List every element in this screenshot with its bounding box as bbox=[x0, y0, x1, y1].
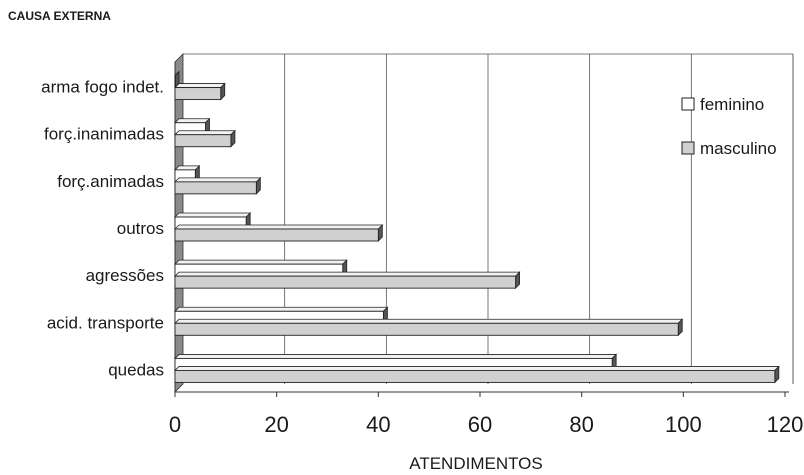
bar-masculino-5-top bbox=[174, 130, 236, 136]
bar-masculino-6-top bbox=[174, 83, 226, 88]
bar-feminino-2-top bbox=[174, 259, 348, 265]
bar-masculino-1 bbox=[174, 322, 679, 336]
bar-feminino-3-top bbox=[174, 212, 252, 218]
bar-masculino-5 bbox=[174, 134, 232, 148]
x-tick-label-3: 60 bbox=[468, 412, 492, 437]
bar-masculino-0-top bbox=[174, 366, 780, 371]
bar-feminino-5-top bbox=[174, 118, 211, 124]
legend-label-feminino: feminino bbox=[700, 95, 764, 114]
x-tick-label-4: 80 bbox=[569, 412, 593, 437]
x-axis-title: ATENDIMENTOS bbox=[409, 454, 543, 473]
legend-label-masculino: masculino bbox=[700, 139, 777, 158]
legend-swatch-feminino bbox=[681, 97, 695, 111]
category-label-5: forç.inanimadas bbox=[44, 125, 164, 144]
bar-masculino-3-top bbox=[174, 224, 384, 230]
x-tick-label-0: 0 bbox=[169, 412, 181, 437]
bar-feminino-1-top bbox=[174, 306, 389, 312]
x-tick-label-2: 40 bbox=[366, 412, 390, 437]
bar-masculino-6 bbox=[174, 87, 222, 101]
category-label-3: outros bbox=[117, 219, 164, 238]
category-label-4: forç.animadas bbox=[57, 172, 164, 191]
category-label-6: arma fogo indet. bbox=[41, 78, 164, 97]
chart-title: CAUSA EXTERNA bbox=[8, 9, 111, 23]
x-tick-label-5: 100 bbox=[665, 412, 702, 437]
bar-feminino-0-top bbox=[174, 354, 618, 359]
bar-masculino-3 bbox=[174, 228, 379, 242]
x-tick-label-6: 120 bbox=[767, 412, 804, 437]
category-label-0: quedas bbox=[108, 360, 164, 379]
category-label-1: acid. transporte bbox=[47, 313, 164, 332]
bar-masculino-0 bbox=[174, 369, 776, 383]
bar-masculino-2 bbox=[174, 275, 517, 289]
bar-masculino-4 bbox=[174, 181, 257, 195]
bar-feminino-6 bbox=[174, 75, 176, 89]
legend-swatch-masculino bbox=[681, 141, 695, 155]
bar-masculino-4-top bbox=[174, 177, 262, 183]
bar-masculino-1-top bbox=[174, 318, 684, 324]
bar-masculino-2-top bbox=[174, 271, 521, 277]
x-tick-label-1: 20 bbox=[264, 412, 288, 437]
category-label-2: agressões bbox=[86, 266, 164, 285]
